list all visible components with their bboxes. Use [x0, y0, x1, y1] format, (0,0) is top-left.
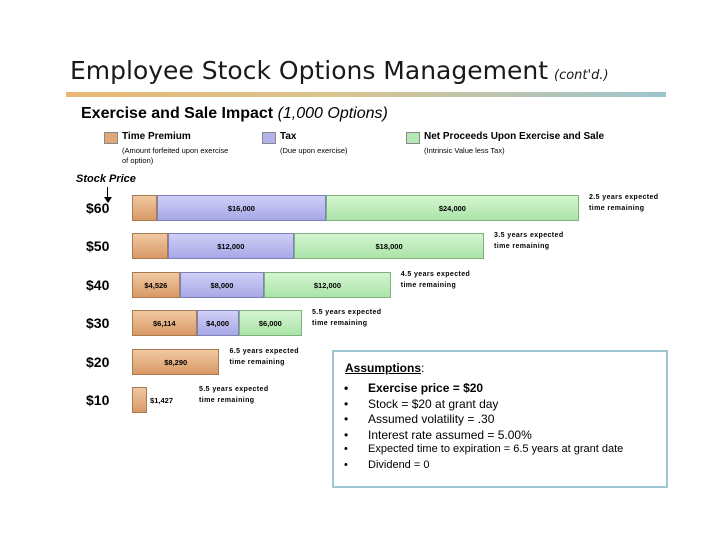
- stock-price-tick-label: $60: [86, 200, 110, 216]
- assumptions-heading: Assumptions:: [345, 361, 425, 375]
- time-remaining-note: 2.5 years expected time remaining: [589, 194, 659, 212]
- title-text: Employee Stock Options Management: [70, 56, 548, 85]
- bullet-icon: •: [344, 396, 349, 411]
- bar-segment-tax: $12,000: [167, 233, 295, 259]
- assumption-text: Exercise price = $20: [368, 381, 484, 395]
- bar-segment-time-premium: $4,526: [132, 272, 180, 298]
- assumption-text: Assumed volatility = .30: [368, 412, 495, 426]
- bullet-icon: •: [344, 443, 348, 455]
- title-suffix: (cont'd.): [554, 68, 609, 83]
- bullet-icon: •: [344, 412, 349, 426]
- assumptions-heading-text: Assumptions: [345, 361, 422, 375]
- subtitle-text: Exercise and Sale Impact: [81, 105, 274, 122]
- bullet-icon: •: [344, 427, 349, 442]
- bar-segment-time-premium: [132, 195, 158, 221]
- time-remaining-note: 4.5 years expected time remaining: [400, 271, 471, 289]
- assumption-item: • Assumed volatility = .30: [334, 412, 623, 428]
- legend-label: Time Premium: [122, 131, 191, 142]
- bar-segment-net-proceeds: $6,000: [238, 310, 302, 336]
- assumption-text: Interest rate assumed = 5.00%: [368, 427, 532, 442]
- assumption-item: • Stock = $20 at grant day: [334, 397, 623, 413]
- bar-segment-time-premium: [132, 387, 148, 413]
- bar-segment-tax: $8,000: [179, 272, 265, 298]
- assumption-text: Dividend = 0: [368, 458, 430, 471]
- stock-price-tick-label: $20: [86, 354, 110, 370]
- bar-segment-net-proceeds: $12,000: [264, 272, 391, 298]
- assumption-item: • Exercise price = $20: [334, 381, 623, 397]
- legend-swatch-time-premium: [104, 132, 118, 144]
- assumptions-list: • Exercise price = $20 • Stock = $20 at gr…: [334, 381, 623, 474]
- legend-note: (Due upon exercise): [280, 146, 348, 155]
- down-arrow-icon: [107, 187, 108, 199]
- legend-label: Net Proceeds Upon Exercise and Sale: [424, 131, 605, 142]
- bar-data-label: $1,427: [150, 396, 173, 405]
- assumptions-box: Assumptions: • Exercise price = $20 • Stoc…: [332, 350, 668, 488]
- assumption-item: • Dividend = 0: [334, 459, 623, 475]
- bar-segment-time-premium: $8,290: [132, 349, 220, 375]
- slide-title: Employee Stock Options Management (cont'd…: [70, 56, 609, 85]
- legend-note: (Amount forfeited upon exercise of optio…: [122, 146, 229, 165]
- title-divider: [66, 92, 666, 97]
- bullet-icon: •: [344, 458, 348, 471]
- time-remaining-note: 5.5 years expected time remaining: [312, 309, 382, 327]
- bullet-icon: •: [344, 381, 349, 395]
- chart-subtitle: Exercise and Sale Impact (1,000 Options): [81, 105, 388, 123]
- bar-segment-tax: $4,000: [196, 310, 239, 336]
- legend-swatch-tax: [262, 132, 276, 144]
- arrowhead-icon: [104, 197, 112, 203]
- bar-segment-net-proceeds: $18,000: [294, 233, 485, 259]
- stock-price-tick-label: $40: [86, 277, 110, 293]
- stock-price-tick-label: $30: [86, 315, 110, 331]
- legend-swatch-net-proceeds: [406, 132, 420, 144]
- subtitle-note: (1,000 Options): [277, 105, 388, 122]
- assumption-text: Stock = $20 at grant day: [368, 396, 499, 411]
- legend-label: Tax: [280, 131, 297, 142]
- assumption-item: • Expected time to expiration = 6.5 years…: [334, 443, 623, 459]
- time-remaining-note: 3.5 years expected time remaining: [494, 232, 564, 250]
- bar-segment-tax: $16,000: [157, 195, 326, 221]
- assumption-text: Expected time to expiration = 6.5 years …: [368, 443, 624, 455]
- legend-note: (Intrinsic Value less Tax): [424, 146, 505, 155]
- time-remaining-note: 6.5 years expected time remaining: [229, 348, 299, 366]
- assumption-item: • Interest rate assumed = 5.00%: [334, 428, 623, 444]
- stock-price-axis-label: Stock Price: [76, 173, 136, 185]
- time-remaining-note: 5.5 years expected time remaining: [199, 386, 269, 404]
- bar-segment-net-proceeds: $24,000: [325, 195, 579, 221]
- stock-price-tick-label: $50: [86, 238, 110, 254]
- bar-segment-time-premium: [132, 233, 168, 259]
- bar-segment-time-premium: $6,114: [132, 310, 197, 336]
- stock-price-tick-label: $10: [86, 392, 110, 408]
